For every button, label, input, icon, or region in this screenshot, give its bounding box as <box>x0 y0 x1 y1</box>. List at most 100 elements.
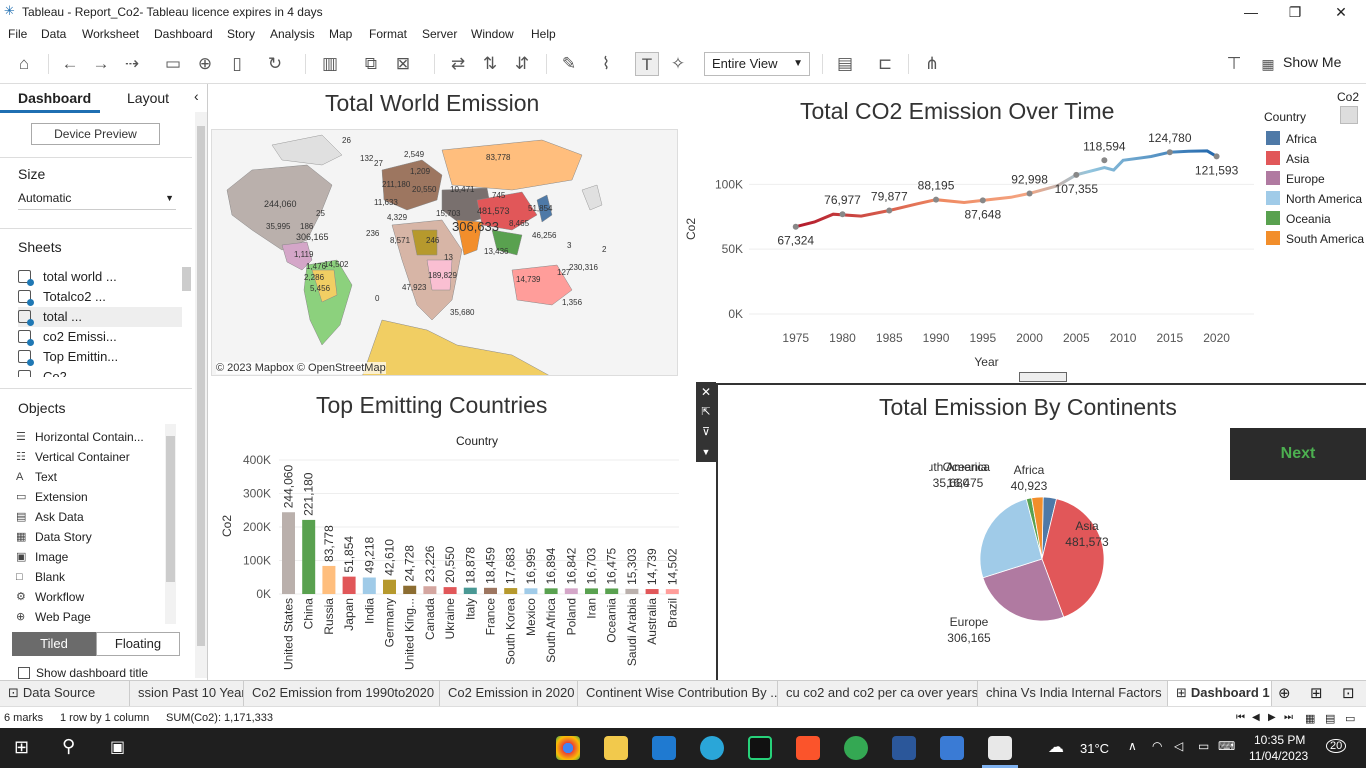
tab-dashboard-1[interactable]: ⊞ Dashboard 1 <box>1168 681 1272 706</box>
vscode-icon[interactable] <box>652 736 676 760</box>
object-item[interactable]: ☷ Vertical Container <box>16 447 166 467</box>
photos-icon[interactable] <box>940 736 964 760</box>
object-item[interactable]: ▭ Extension <box>16 487 166 507</box>
tab-sheet[interactable]: Co2 Emission from 1990to2020 <box>244 681 440 706</box>
search-icon[interactable]: ⚲ <box>62 736 76 756</box>
tab-sheet[interactable]: Co2 Emission in 2020 <box>440 681 578 706</box>
legend-item[interactable]: Africa <box>1266 131 1317 151</box>
new-dashboard-icon[interactable]: ⊞ <box>1310 685 1323 702</box>
home-icon[interactable]: ⌂ <box>18 54 30 73</box>
redo-icon[interactable]: → <box>92 54 110 73</box>
presentation-icon[interactable]: ⊏ <box>877 54 893 73</box>
object-item[interactable]: ▣ Image <box>16 547 166 567</box>
restore-icon[interactable]: ❐ <box>1288 4 1302 20</box>
next-page-icon[interactable]: ▶ <box>1268 712 1276 723</box>
first-page-icon[interactable]: ⏮ <box>1236 712 1245 723</box>
legend-item[interactable]: South America <box>1266 231 1364 251</box>
menu-file[interactable]: File <box>8 27 28 41</box>
menu-format[interactable]: Format <box>369 27 408 41</box>
language-icon[interactable]: ⌨ <box>1218 739 1236 753</box>
tableau-taskbar-icon[interactable] <box>988 736 1012 760</box>
tab-dashboard[interactable]: Dashboard <box>18 90 92 106</box>
objects-scrollbar[interactable] <box>166 436 175 582</box>
object-item[interactable]: ▦ Data Story <box>16 527 166 547</box>
resize-handle[interactable] <box>1019 372 1067 382</box>
battery-icon[interactable]: ▭ <box>1198 739 1210 753</box>
save-icon[interactable]: ▭ <box>164 54 182 73</box>
sort-descending-icon[interactable]: ⇵ <box>514 54 530 73</box>
new-story-icon[interactable]: ⊡ <box>1342 685 1355 702</box>
object-item[interactable]: ⚙ Workflow <box>16 587 166 607</box>
sheet-item[interactable]: total ... <box>18 307 182 327</box>
legend-item[interactable]: Europe <box>1266 171 1325 191</box>
menu-server[interactable]: Server <box>422 27 458 41</box>
menu-data[interactable]: Data <box>41 27 67 41</box>
more-options-icon[interactable]: ▼ <box>701 447 711 457</box>
close-icon[interactable]: ✕ <box>1335 4 1347 20</box>
swap-icon[interactable]: ⇄ <box>450 54 466 73</box>
grid-view-icon[interactable]: ▦ <box>1305 713 1316 725</box>
legend-item[interactable]: Asia <box>1266 151 1309 171</box>
share-icon[interactable]: ⋔ <box>924 54 940 73</box>
volume-icon[interactable]: ◁ <box>1174 739 1184 753</box>
chrome-icon[interactable] <box>556 736 580 760</box>
next-button[interactable]: Next <box>1230 428 1366 480</box>
show-title-checkbox[interactable]: Show dashboard title <box>18 666 148 680</box>
tray-chevron-icon[interactable]: ∧ <box>1128 739 1137 753</box>
sheet-item[interactable]: Totalco2 ... <box>18 287 182 307</box>
word-icon[interactable] <box>892 736 916 760</box>
collapse-pane-icon[interactable]: ‹ <box>194 88 199 104</box>
highlight-icon[interactable]: ✎ <box>561 54 577 73</box>
sheet-item[interactable]: Top Emittin... <box>18 347 182 367</box>
fit-view-select[interactable]: Entire View ▼ <box>704 52 810 76</box>
show-me-button[interactable]: Show Me <box>1283 54 1342 70</box>
menu-worksheet[interactable]: Worksheet <box>82 27 140 41</box>
notification-badge[interactable]: 20 <box>1326 739 1347 753</box>
brave-icon[interactable] <box>796 736 820 760</box>
device-preview-button[interactable]: Device Preview <box>31 123 160 145</box>
tab-data-source[interactable]: ⊡ Data Source <box>0 681 130 706</box>
cards-icon[interactable]: ▤ <box>836 54 854 73</box>
file-explorer-icon[interactable] <box>604 736 628 760</box>
menu-map[interactable]: Map <box>329 27 353 41</box>
prev-page-icon[interactable]: ◀ <box>1252 712 1260 723</box>
pycharm-icon[interactable] <box>748 736 772 760</box>
object-item[interactable]: ⊕ Web Page <box>16 607 166 627</box>
minimize-icon[interactable]: — <box>1244 4 1258 20</box>
duplicate-sheet-icon[interactable]: ⧉ <box>364 54 378 73</box>
new-worksheet-icon[interactable]: ⊕ <box>1278 685 1291 702</box>
object-item[interactable]: ▤ Ask Data <box>16 507 166 527</box>
last-page-icon[interactable]: ⏭ <box>1284 712 1293 723</box>
new-datasource-icon[interactable]: ⊕ <box>197 54 213 73</box>
tab-sheet[interactable]: cu co2 and co2 per ca over years <box>778 681 978 706</box>
legend-item[interactable]: North America <box>1266 191 1362 211</box>
filmstrip-view-icon[interactable]: ▤ <box>1325 713 1336 725</box>
replay-icon[interactable]: ⇢ <box>124 54 140 73</box>
menu-window[interactable]: Window <box>471 27 514 41</box>
world-map[interactable]: 26 132 27 2,549 83,778 1,209 211,180 20,550 10,4… <box>211 129 678 376</box>
tab-sheet[interactable]: china Vs India Internal Factors <box>978 681 1168 706</box>
edge-icon[interactable] <box>700 736 724 760</box>
menu-story[interactable]: Story <box>227 27 256 41</box>
pin-icon[interactable]: ✧ <box>670 54 686 73</box>
format-icon[interactable]: ⊤ <box>1226 54 1242 73</box>
attach-icon[interactable]: ⌇ <box>601 54 611 73</box>
menu-help[interactable]: Help <box>531 27 556 41</box>
tab-view-icon[interactable]: ▭ <box>1345 713 1356 725</box>
object-item[interactable]: A Text <box>16 467 166 487</box>
menu-analysis[interactable]: Analysis <box>270 27 315 41</box>
menu-dashboard[interactable]: Dashboard <box>154 27 213 41</box>
filter-icon[interactable]: ⊽ <box>701 426 711 438</box>
object-item[interactable]: □ Blank <box>16 567 166 587</box>
tab-sheet[interactable]: ssion Past 10 Years <box>130 681 244 706</box>
clear-sheet-icon[interactable]: ⊠ <box>395 54 411 73</box>
sheet-item[interactable]: co2 Emissi... <box>18 327 182 347</box>
chrome-profile-icon[interactable] <box>844 736 868 760</box>
tab-sheet[interactable]: Continent Wise Contribution By ... <box>578 681 778 706</box>
tab-layout[interactable]: Layout <box>127 90 170 106</box>
legend-item[interactable]: Oceania <box>1266 211 1331 231</box>
show-labels-icon[interactable]: T <box>635 52 659 76</box>
windows-start-icon[interactable]: ⊞ <box>14 737 30 757</box>
sheets-scrollbar[interactable] <box>182 267 191 291</box>
pie-selection-frame[interactable] <box>716 383 1366 680</box>
